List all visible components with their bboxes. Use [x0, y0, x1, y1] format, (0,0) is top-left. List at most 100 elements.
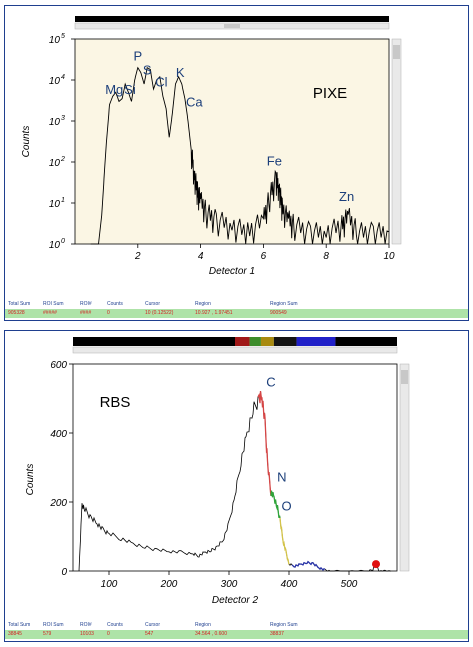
- rbs-chart-annotation: RBS: [100, 394, 131, 411]
- rbs-status-labels: Total Sum ROI Sum ROI# Counts Cursor Region Re…: [5, 621, 468, 629]
- rbs-y-axis-label: Counts: [25, 464, 36, 496]
- pixe-y-tick-exponent: 1: [61, 197, 65, 204]
- pixe-y-tick-label: 10: [49, 76, 61, 87]
- rbs-status-value: 38845: [8, 631, 22, 637]
- rbs-roi-segment: [279, 517, 290, 565]
- rbs-roi-segment: [257, 391, 272, 496]
- pixe-status-value: ####: [80, 310, 92, 316]
- rbs-colorbar-segment: [249, 337, 261, 346]
- pixe-status-value: #####: [43, 310, 57, 316]
- pixe-y-tick-exponent: 4: [61, 74, 65, 81]
- rbs-roi-segment: [270, 490, 281, 519]
- pixe-panel: 2 4 6 8 10 10 0 10 1 10 2 10 3 10 4 10 5 Detector 1 Counts…: [4, 5, 469, 321]
- pixe-x-tick-label: 2: [134, 251, 141, 262]
- pixe-y-tick-label: 10: [49, 199, 61, 210]
- pixe-horizontal-scroll-thumb[interactable]: [224, 24, 240, 28]
- rbs-red-marker: [372, 560, 380, 569]
- rbs-y-tick-label: 600: [50, 360, 67, 371]
- pixe-status-value: 900549: [270, 310, 287, 316]
- rbs-x-tick-label: 100: [101, 579, 118, 590]
- rbs-plot-area: [72, 363, 398, 572]
- pixe-peak-label-s: S: [143, 62, 152, 77]
- rbs-y-tick-label: 0: [61, 567, 67, 578]
- pixe-status-label: Total Sum: [8, 301, 31, 307]
- pixe-x-tick-label: 6: [261, 251, 267, 262]
- pixe-top-strip: [75, 16, 389, 22]
- pixe-peak-label-fe: Fe: [267, 154, 282, 169]
- rbs-status-label: Cursor: [145, 622, 161, 628]
- pixe-peak-label-zn: Zn: [339, 189, 354, 204]
- pixe-y-axis-label: Counts: [21, 126, 32, 158]
- rbs-status-label: Total Sum: [8, 622, 31, 628]
- pixe-status-label: Region Sum: [270, 301, 298, 307]
- rbs-colorbar-segment: [335, 337, 397, 346]
- pixe-x-tick-label: 8: [323, 251, 329, 262]
- pixe-y-tick-label: 10: [49, 35, 61, 46]
- pixe-y-tick-label: 10: [49, 158, 61, 169]
- pixe-spectrum-line: [90, 66, 390, 245]
- pixe-x-axis-label: Detector 1: [209, 266, 255, 277]
- pixe-chart-annotation: PIXE: [313, 85, 347, 102]
- pixe-y-tick-exponent: 2: [60, 156, 65, 163]
- rbs-status-bar: Total Sum ROI Sum ROI# Counts Cursor Region Re…: [5, 619, 468, 641]
- rbs-status-value: 38837: [270, 631, 284, 637]
- rbs-status-value: 547: [145, 631, 154, 637]
- rbs-vertical-scrollbar[interactable]: [399, 363, 410, 572]
- rbs-status-value: 0: [107, 631, 110, 637]
- pixe-y-tick-exponent: 0: [61, 238, 65, 245]
- pixe-status-values: 905328 ##### #### 0 10 (0.12522) 10.927 , 1.9…: [5, 309, 468, 318]
- pixe-status-value: 10.927 , 1.97451: [195, 310, 233, 316]
- pixe-status-label: ROI Sum: [43, 301, 64, 307]
- pixe-x-tick-label: 10: [383, 251, 395, 262]
- rbs-status-label: Region Sum: [270, 622, 298, 628]
- rbs-colorbar-segment: [273, 337, 297, 346]
- rbs-status-value: 579: [43, 631, 52, 637]
- rbs-panel: 100 200 300 400 500 0 200 400 600 Detector 2 Count…: [4, 330, 469, 642]
- rbs-element-label-o: O: [282, 499, 292, 514]
- rbs-y-tick-label: 400: [50, 429, 67, 440]
- rbs-element-label-c: C: [266, 374, 275, 389]
- pixe-y-tick-label: 10: [49, 240, 61, 251]
- rbs-x-tick-label: 200: [160, 579, 178, 590]
- pixe-peak-label-ca: Ca: [186, 95, 203, 110]
- rbs-colorbar-segment: [235, 337, 250, 346]
- pixe-peak-label-p: P: [133, 48, 142, 63]
- rbs-x-tick-label: 400: [281, 579, 298, 590]
- rbs-status-label: Region: [195, 622, 211, 628]
- pixe-status-bar: Total Sum ROI Sum ROI# Counts Cursor Region Re…: [5, 298, 468, 320]
- rbs-x-tick-label: 300: [221, 579, 238, 590]
- rbs-vertical-scroll-thumb[interactable]: [401, 370, 408, 384]
- pixe-plot-area: [74, 38, 390, 245]
- rbs-status-value: 10103: [80, 631, 94, 637]
- rbs-status-values: 38845 579 10103 0 547 34.564 , 0.600 38837: [5, 630, 468, 639]
- pixe-status-value: 0: [107, 310, 110, 316]
- pixe-status-value: 10 (0.12522): [145, 310, 174, 316]
- rbs-colorbar-segment: [73, 337, 235, 346]
- rbs-x-tick-label: 500: [341, 579, 358, 590]
- pixe-peak-label-si: Si: [124, 82, 136, 97]
- pixe-x-tick-label: 4: [198, 251, 204, 262]
- pixe-status-labels: Total Sum ROI Sum ROI# Counts Cursor Region Re…: [5, 300, 468, 308]
- rbs-status-label: ROI Sum: [43, 622, 64, 628]
- rbs-status-label: Counts: [107, 622, 123, 628]
- pixe-status-label: Cursor: [145, 301, 161, 307]
- pixe-vertical-scroll-thumb[interactable]: [393, 45, 400, 59]
- rbs-status-value: 34.564 , 0.600: [195, 631, 227, 637]
- pixe-y-tick-exponent: 3: [61, 115, 65, 122]
- pixe-status-value: 905328: [8, 310, 25, 316]
- rbs-roi-segment: [291, 560, 326, 571]
- pixe-y-tick-label: 10: [49, 117, 61, 128]
- rbs-colorbar-segment: [296, 337, 336, 346]
- rbs-x-axis-label: Detector 2: [212, 595, 259, 606]
- rbs-y-tick-label: 200: [49, 498, 67, 509]
- pixe-y-tick-exponent: 5: [61, 33, 65, 40]
- pixe-peak-label-cl: Cl: [155, 75, 167, 90]
- pixe-vertical-scrollbar[interactable]: [391, 38, 402, 245]
- rbs-element-label-n: N: [277, 469, 286, 484]
- rbs-horizontal-scrollbar[interactable]: [72, 346, 398, 354]
- pixe-peak-label-k: K: [176, 65, 185, 80]
- pixe-status-label: Counts: [107, 301, 123, 307]
- pixe-peak-label-mg: Mg: [105, 82, 123, 97]
- pixe-status-label: ROI#: [80, 301, 92, 307]
